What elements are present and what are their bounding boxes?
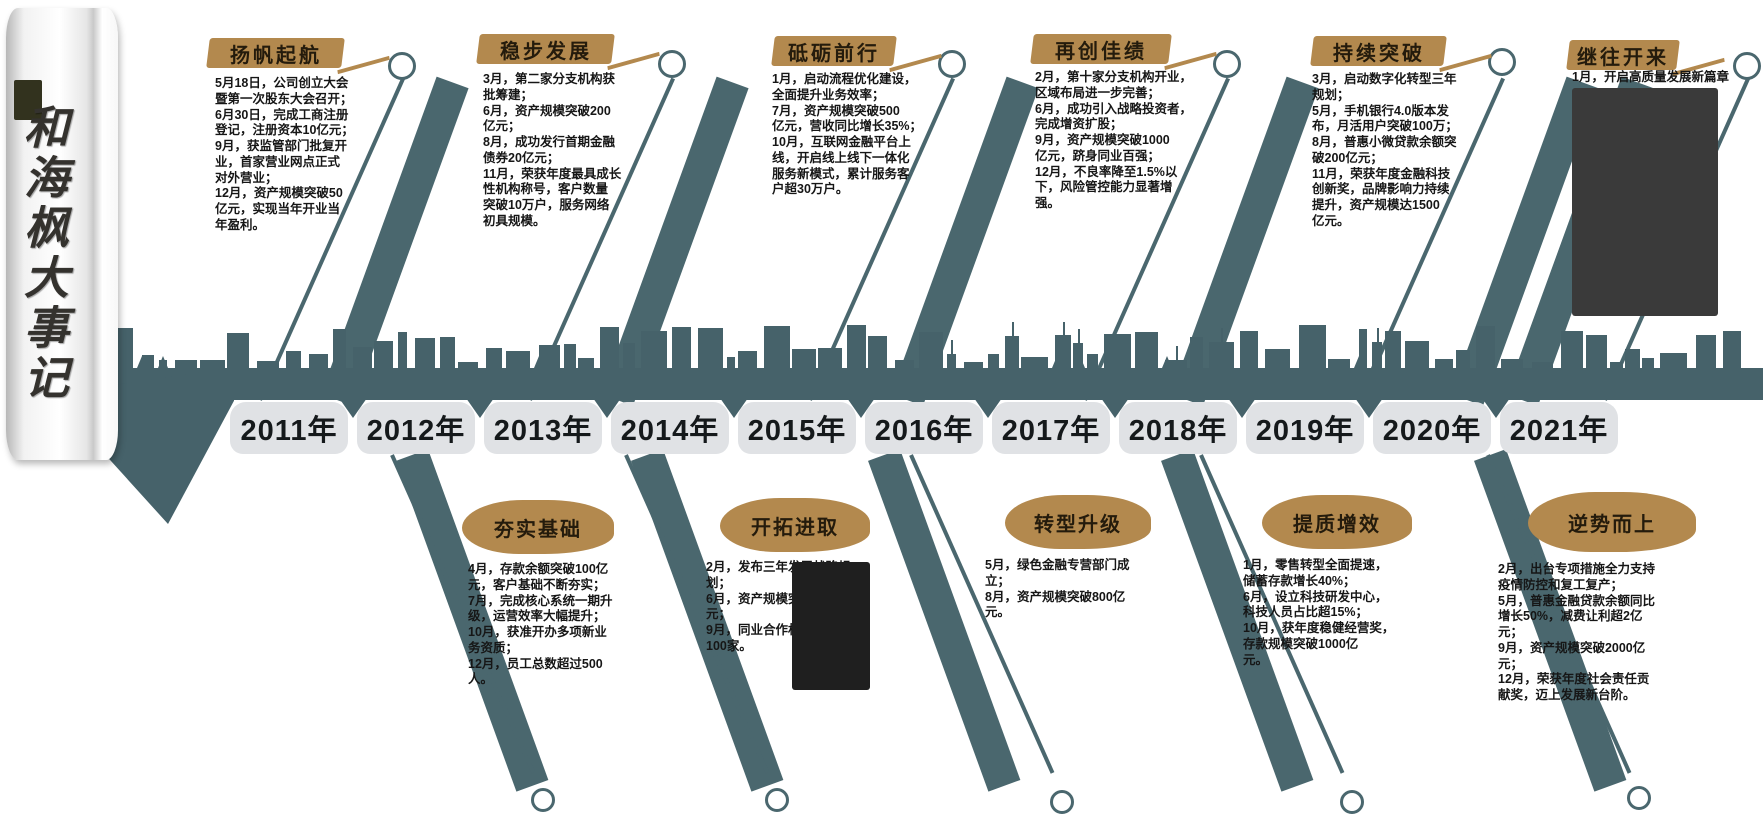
year-tab: 2016年	[865, 402, 983, 454]
milestone-title-label: 继往开来	[1577, 46, 1669, 69]
divider-wedge-icon	[974, 398, 1002, 418]
milestone-title-2020: 逆势而上	[1528, 492, 1696, 552]
divider-wedge-icon	[1482, 398, 1510, 418]
year-tab: 2017年	[992, 402, 1110, 454]
milestone-title-2015: 砥砺前行	[771, 36, 897, 66]
milestone-body-2012: 4月，存款余额突破100亿 元，客户基础不断夯实； 7月，完成核心系统一期升 级…	[468, 562, 613, 687]
divider-wedge-icon	[1355, 398, 1383, 418]
marker-circle-icon	[1488, 48, 1516, 76]
milestone-title-label: 开拓进取	[751, 516, 839, 539]
milestone-title-2016: 转型升级	[1005, 495, 1151, 549]
divider-wedge-icon	[339, 398, 367, 418]
milestone-title-label: 稳步发展	[499, 40, 592, 63]
milestone-body-2020: 2月，出台专项措施全力支持 疫情防控和复工复产； 5月，普惠金融贷款余额同比 增…	[1498, 562, 1655, 702]
marker-circle-icon	[938, 50, 966, 78]
year-tab: 2014年	[611, 402, 729, 454]
milestone-title-2018: 提质增效	[1262, 495, 1412, 549]
year-tab: 2019年	[1246, 402, 1364, 454]
seal-stamp-icon	[14, 80, 42, 120]
milestone-title-2017: 再创佳绩	[1030, 34, 1172, 64]
marker-circle-icon	[658, 50, 686, 78]
divider-wedge-icon	[466, 398, 494, 418]
marker-circle-icon	[1340, 790, 1364, 814]
milestone-title-label: 逆势而上	[1568, 513, 1656, 536]
timeline-title: 和海枫大事记	[16, 104, 69, 404]
marker-circle-icon	[1213, 50, 1241, 78]
divider-wedge-icon	[593, 398, 621, 418]
milestone-title-label: 夯实基础	[494, 518, 582, 541]
milestone-body-2013: 3月，第二家分支机构获 批筹建； 6月，资产规模突破200 亿元； 8月，成功发…	[483, 72, 622, 228]
milestone-title-label: 提质增效	[1293, 513, 1381, 536]
year-tab: 2015年	[738, 402, 856, 454]
marker-circle-icon	[1733, 52, 1761, 80]
milestone-title-label: 转型升级	[1034, 513, 1122, 536]
milestone-body-2015: 1月，启动流程优化建设， 全面提升业务效率； 7月，资产规模突破500 亿元，营…	[772, 72, 923, 197]
year-tab: 2020年	[1373, 402, 1491, 454]
divider-wedge-icon	[720, 398, 748, 418]
milestone-body-2019: 3月，启动数字化转型三年 规划； 5月，手机银行4.0版本发 布，月活用户突破1…	[1312, 72, 1458, 228]
dense-text-block	[1572, 88, 1718, 316]
year-tab: 2013年	[484, 402, 602, 454]
city-skyline	[85, 322, 1763, 400]
milestone-title-label: 再创佳绩	[1055, 40, 1147, 63]
divider-wedge-icon	[847, 398, 875, 418]
divider-wedge-icon	[1101, 398, 1129, 418]
milestone-body-2016: 5月，绿色金融专营部门成 立； 8月，资产规模突破800亿 元。	[985, 558, 1130, 620]
milestone-body-2011: 5月18日，公司创立大会 暨第一次股东大会召开； 6月30日，完成工商注册 登记…	[215, 76, 354, 232]
milestone-title-label: 砥砺前行	[788, 42, 880, 65]
year-tab: 2018年	[1119, 402, 1237, 454]
marker-circle-icon	[765, 788, 789, 812]
year-tab: 2012年	[357, 402, 475, 454]
milestone-body-2018: 1月，零售转型全面提速， 储蓄存款增长40%； 6月，设立科技研发中心， 科技人…	[1243, 558, 1395, 667]
milestone-body-2021: 1月，开启高质量发展新篇章	[1572, 70, 1729, 84]
milestone-title-2021: 继往开来	[1566, 40, 1680, 70]
milestone-title-2019: 持续突破	[1310, 36, 1447, 66]
divider-wedge-icon	[1228, 398, 1256, 418]
milestone-title-2013: 稳步发展	[476, 34, 615, 64]
calligraphy-scroll: 和海枫大事记	[6, 8, 118, 460]
milestone-body-2017: 2月，第十家分支机构开业， 区域布局进一步完善； 6月，成功引入战略投资者， 完…	[1035, 70, 1192, 210]
marker-circle-icon	[1627, 786, 1651, 810]
milestone-title-2014: 开拓进取	[720, 498, 870, 552]
marker-circle-icon	[388, 52, 416, 80]
year-tab: 2011年	[230, 402, 348, 454]
dense-text-block	[792, 562, 870, 690]
milestone-title-2011: 扬帆起航	[206, 38, 345, 68]
milestone-title-2012: 夯实基础	[462, 500, 614, 554]
marker-circle-icon	[531, 788, 555, 812]
marker-circle-icon	[1050, 790, 1074, 814]
milestone-title-label: 持续突破	[1332, 42, 1425, 65]
milestone-title-label: 扬帆起航	[229, 44, 322, 67]
year-tab: 2021年	[1500, 402, 1618, 454]
